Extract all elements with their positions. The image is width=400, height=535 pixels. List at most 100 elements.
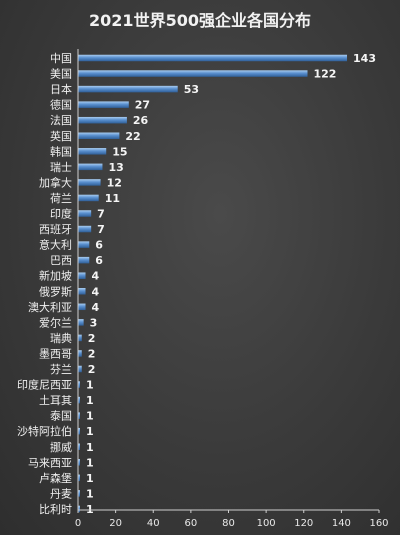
category-label: 马来西亚	[28, 456, 72, 469]
category-label: 卢森堡	[39, 471, 72, 485]
bar	[78, 272, 86, 279]
bar	[78, 225, 92, 233]
bar	[78, 427, 80, 435]
data-label: 26	[133, 114, 149, 127]
bar	[78, 194, 99, 202]
data-label: 1	[86, 441, 94, 454]
x-tick-label: 20	[109, 518, 122, 529]
category-label: 印度	[50, 207, 72, 221]
data-label: 2	[88, 347, 96, 360]
bar	[78, 148, 107, 155]
x-tick-label: 0	[75, 518, 81, 529]
data-label: 1	[86, 425, 94, 438]
category-label: 瑞典	[50, 331, 72, 345]
bar	[78, 54, 348, 62]
bar	[78, 443, 80, 450]
bar	[78, 132, 120, 139]
data-label: 1	[86, 394, 94, 407]
data-label: 3	[90, 316, 98, 329]
x-tick-label: 140	[332, 518, 351, 529]
data-label: 1	[86, 456, 94, 469]
bar	[78, 288, 86, 295]
bar	[78, 365, 82, 373]
bar	[78, 350, 82, 357]
chart-title: 2021世界500强企业各国分布	[89, 11, 311, 30]
category-label: 美国	[50, 68, 72, 81]
data-label: 11	[105, 192, 120, 205]
data-label: 2	[88, 363, 96, 376]
x-tick-label: 100	[257, 518, 276, 529]
bar	[78, 381, 80, 388]
bar	[78, 241, 90, 248]
bar	[78, 70, 308, 77]
data-label: 1	[86, 487, 94, 500]
bar	[78, 505, 80, 513]
category-label: 英国	[50, 129, 72, 143]
data-label: 143	[353, 52, 376, 65]
bar	[78, 101, 129, 108]
data-label: 53	[184, 83, 199, 96]
bar	[78, 179, 101, 186]
category-label: 土耳其	[39, 394, 72, 407]
x-tick-label: 160	[369, 518, 388, 529]
category-label: 泰国	[50, 409, 72, 423]
category-label: 德国	[50, 98, 72, 112]
x-tick-label: 120	[294, 518, 313, 529]
bar	[78, 210, 92, 217]
category-label: 新加坡	[39, 269, 72, 283]
bar	[78, 490, 80, 497]
bar	[78, 303, 86, 311]
category-label: 俄罗斯	[39, 285, 72, 298]
data-label: 22	[125, 130, 140, 143]
data-label: 1	[86, 410, 94, 423]
category-label: 日本	[50, 82, 72, 96]
bar	[78, 396, 80, 404]
data-label: 2	[88, 332, 96, 345]
data-label: 4	[92, 301, 100, 314]
data-label: 1	[86, 503, 94, 516]
bar	[78, 319, 84, 326]
category-label: 澳大利亚	[28, 300, 72, 314]
category-label: 韩国	[50, 144, 72, 158]
data-label: 1	[86, 379, 94, 392]
category-label: 巴西	[50, 254, 72, 267]
data-label: 13	[108, 161, 123, 174]
x-tick-label: 80	[222, 518, 235, 529]
data-label: 12	[107, 176, 122, 189]
category-label: 芬兰	[50, 363, 72, 376]
bar	[78, 116, 127, 124]
data-label: 27	[135, 99, 150, 112]
bar	[78, 412, 80, 419]
data-label: 6	[95, 254, 103, 267]
bar	[78, 85, 178, 93]
data-label: 7	[97, 223, 105, 236]
category-label: 丹麦	[50, 487, 72, 500]
bar	[78, 163, 103, 171]
category-label: 墨西哥	[39, 347, 72, 360]
category-label: 荷兰	[50, 192, 72, 205]
category-label: 挪威	[50, 440, 72, 454]
x-axis: 0 20 40 60 80 100 120 140 160	[75, 49, 389, 529]
data-label: 4	[92, 270, 100, 283]
data-label: 1	[86, 472, 94, 485]
category-label: 比利时	[39, 503, 72, 516]
category-label: 西班牙	[39, 223, 72, 236]
bar	[78, 474, 80, 482]
category-label: 加拿大	[39, 175, 72, 189]
category-label: 印度尼西亚	[17, 378, 72, 392]
x-tick-label: 40	[147, 518, 160, 529]
category-label: 爱尔兰	[39, 316, 72, 329]
x-tick-label: 60	[185, 518, 198, 529]
bar	[78, 334, 82, 342]
data-label: 7	[97, 208, 105, 221]
data-label: 122	[314, 68, 337, 81]
category-label: 沙特阿拉伯	[17, 424, 72, 438]
data-label: 6	[95, 239, 103, 252]
data-label: 4	[92, 285, 100, 298]
category-label: 瑞士	[50, 160, 72, 174]
category-label: 法国	[50, 113, 72, 127]
category-label: 中国	[50, 52, 72, 65]
